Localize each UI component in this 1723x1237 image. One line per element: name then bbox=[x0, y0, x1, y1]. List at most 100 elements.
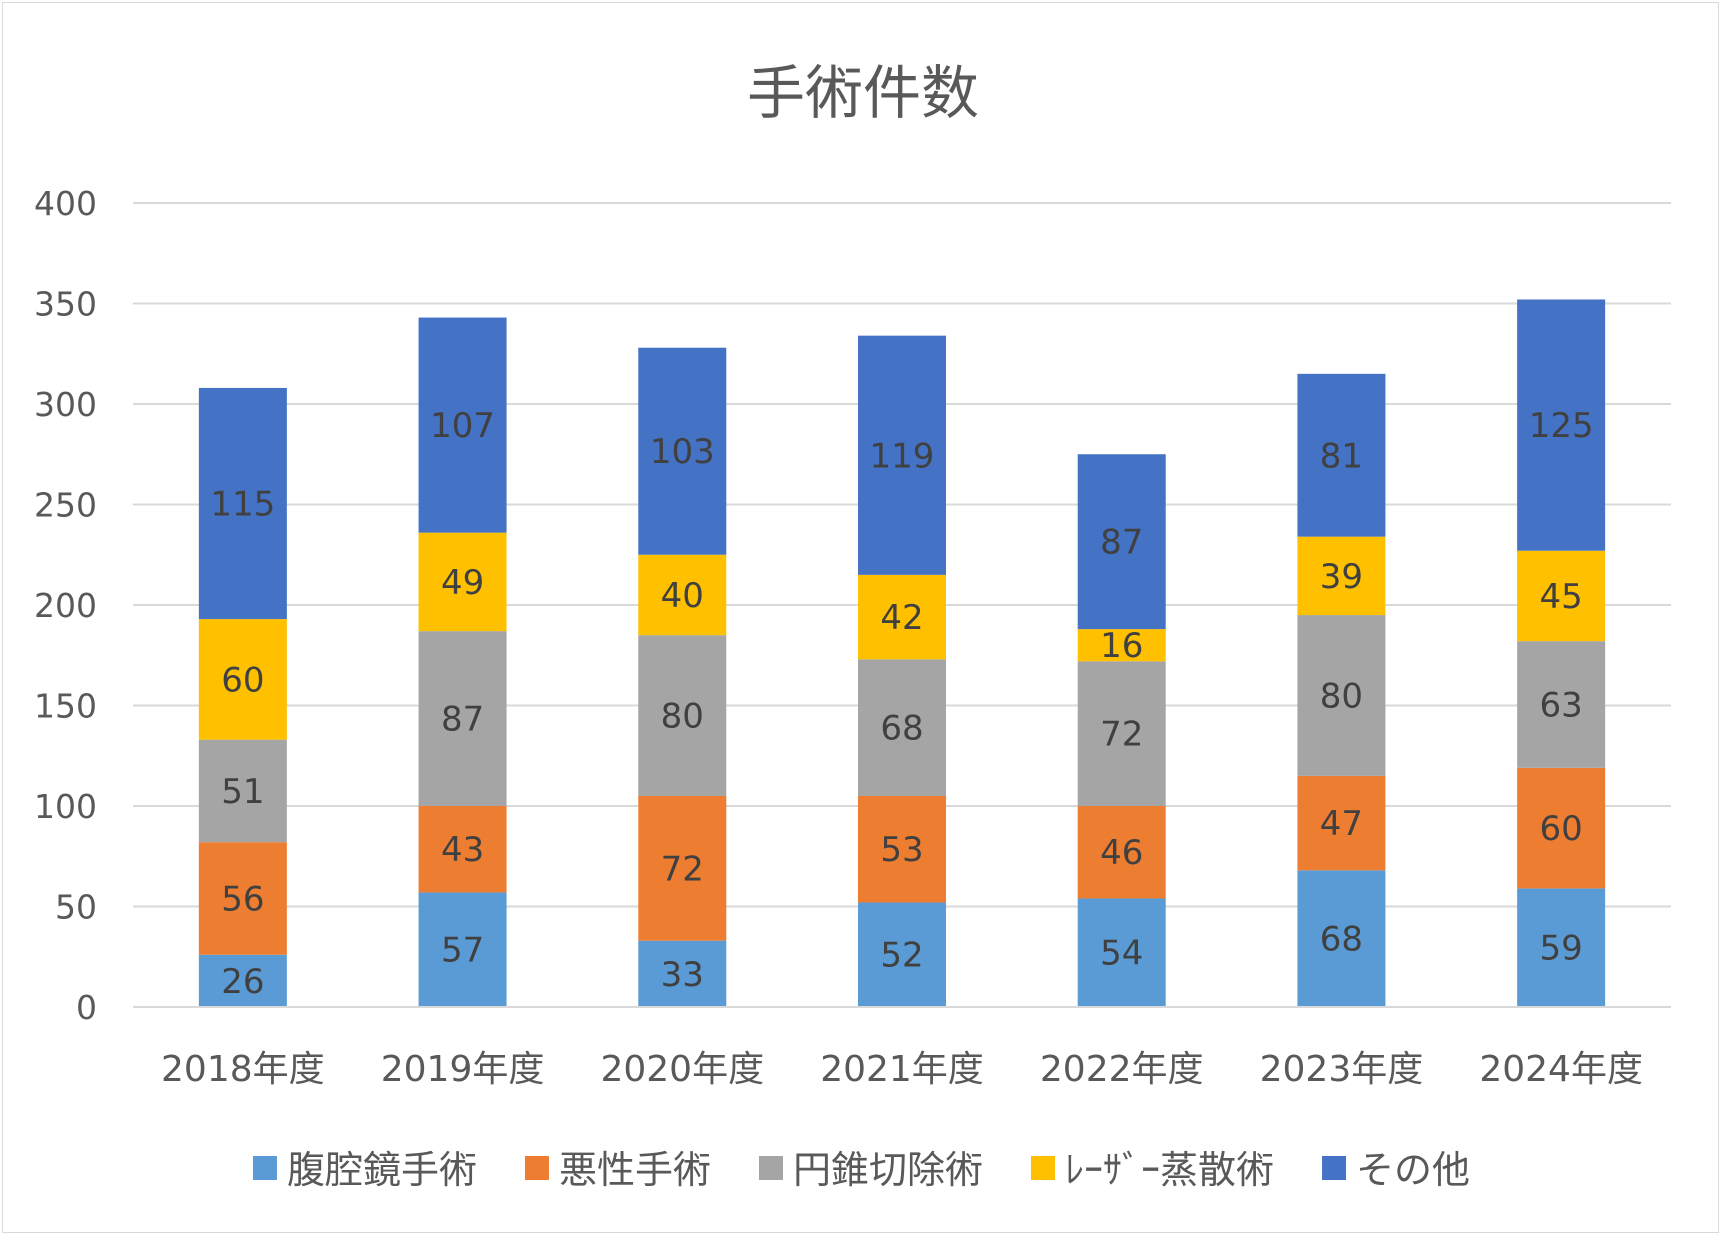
bar-segment bbox=[418, 892, 507, 1007]
y-tick-label: 200 bbox=[34, 586, 97, 625]
legend-swatch bbox=[252, 1156, 277, 1180]
y-tick-label: 100 bbox=[34, 787, 97, 826]
data-label: 40 bbox=[661, 576, 704, 616]
data-label: 53 bbox=[880, 830, 923, 870]
data-label: 45 bbox=[1540, 577, 1583, 617]
data-label: 72 bbox=[661, 849, 704, 889]
bar-segment bbox=[1297, 373, 1386, 537]
legend: 腹腔鏡手術 悪性手術 円錐切除術 ﾚｰｻﾞｰ蒸散術 その他 bbox=[252, 1148, 1470, 1192]
data-labels: 26 56 51 60 115 57 43 87 49 107 33 72 80 40 103 52 53 68 4… bbox=[210, 406, 1593, 1002]
x-tick-label: 2021年度 bbox=[820, 1049, 984, 1090]
bar-segment bbox=[858, 795, 946, 903]
bar-segment bbox=[638, 635, 727, 796]
data-label: 115 bbox=[210, 484, 275, 524]
data-label: 87 bbox=[441, 700, 484, 740]
bar-segment bbox=[198, 619, 287, 740]
data-label: 47 bbox=[1320, 804, 1363, 844]
data-label: 60 bbox=[1540, 809, 1583, 849]
bar-segment bbox=[1517, 299, 1606, 551]
bar-segment bbox=[418, 532, 507, 632]
x-tick-label: 2022年度 bbox=[1040, 1049, 1204, 1090]
data-label: 42 bbox=[880, 598, 923, 638]
bar-segment bbox=[198, 387, 287, 620]
legend-swatch bbox=[1031, 1156, 1056, 1180]
legend-swatch bbox=[758, 1156, 783, 1180]
legend-item: 腹腔鏡手術 bbox=[252, 1148, 477, 1192]
data-label: 54 bbox=[1100, 934, 1143, 974]
x-axis: 2018年度 2019年度 2020年度 2021年度 2022年度 2023年度 2024… bbox=[133, 1006, 1671, 1090]
data-label: 49 bbox=[441, 563, 484, 603]
data-label: 56 bbox=[221, 879, 264, 919]
y-tick-label: 50 bbox=[55, 888, 97, 927]
bar-segment bbox=[858, 902, 946, 1007]
data-label: 119 bbox=[870, 436, 935, 476]
y-tick-label: 250 bbox=[34, 486, 97, 525]
bar-segment bbox=[1297, 775, 1386, 871]
bar-segment bbox=[418, 631, 507, 806]
bar-segment bbox=[638, 347, 727, 555]
legend-swatch bbox=[1322, 1156, 1347, 1180]
x-tick-label: 2018年度 bbox=[161, 1049, 325, 1090]
data-label: 51 bbox=[221, 772, 264, 812]
data-label: 46 bbox=[1100, 833, 1143, 873]
legend-label: ﾚｰｻﾞｰ蒸散術 bbox=[1065, 1148, 1274, 1192]
data-label: 57 bbox=[441, 931, 484, 971]
data-label: 33 bbox=[661, 955, 704, 995]
bar-segment bbox=[858, 659, 946, 796]
x-tick-label: 2023年度 bbox=[1260, 1049, 1424, 1090]
data-label: 59 bbox=[1540, 929, 1583, 969]
data-label: 81 bbox=[1320, 436, 1363, 476]
data-label: 16 bbox=[1100, 626, 1143, 666]
chart-title: 手術件数 bbox=[747, 59, 979, 127]
y-tick-label: 350 bbox=[34, 285, 97, 324]
bar-segment bbox=[418, 317, 507, 533]
bar-segment bbox=[638, 554, 727, 636]
bar-segment bbox=[1297, 615, 1386, 776]
y-tick-label: 0 bbox=[76, 988, 97, 1027]
bar-segment bbox=[418, 806, 507, 893]
data-label: 60 bbox=[221, 660, 264, 700]
data-label: 26 bbox=[221, 962, 264, 1002]
bar-segment bbox=[638, 940, 727, 1007]
data-label: 68 bbox=[880, 709, 923, 749]
bar-segment bbox=[1517, 550, 1606, 642]
y-axis: 0 50 100 150 200 250 300 350 400 bbox=[34, 184, 97, 1027]
bar-segment bbox=[1297, 870, 1386, 1007]
data-label: 125 bbox=[1529, 406, 1594, 446]
bar-segment bbox=[1517, 888, 1606, 1007]
bar-segment bbox=[198, 739, 287, 843]
stacked-bar-chart: 手術件数 0 50 100 150 200 250 300 350 400 26 56 51 60 11… bbox=[34, 59, 1671, 1192]
bar-segment bbox=[1077, 898, 1166, 1007]
legend-label: その他 bbox=[1356, 1148, 1470, 1192]
legend-label: 腹腔鏡手術 bbox=[287, 1148, 477, 1192]
bar-segment bbox=[1077, 454, 1166, 630]
bar-segment bbox=[1517, 767, 1606, 889]
legend-item: その他 bbox=[1322, 1148, 1470, 1192]
legend-swatch bbox=[524, 1156, 549, 1180]
bar-segment bbox=[638, 795, 727, 941]
data-label: 80 bbox=[1320, 676, 1363, 716]
data-label: 52 bbox=[880, 936, 923, 976]
bar-segment bbox=[1077, 661, 1166, 806]
x-tick-label: 2020年度 bbox=[600, 1049, 764, 1090]
legend-item: 円錐切除術 bbox=[758, 1148, 983, 1192]
y-tick-label: 400 bbox=[34, 184, 97, 223]
data-label: 43 bbox=[441, 830, 484, 870]
bar-segment bbox=[1517, 641, 1606, 768]
legend-item: ﾚｰｻﾞｰ蒸散術 bbox=[1031, 1148, 1274, 1192]
data-label: 63 bbox=[1540, 685, 1583, 725]
legend-label: 悪性手術 bbox=[559, 1148, 711, 1192]
data-label: 80 bbox=[661, 697, 704, 737]
bars bbox=[198, 299, 1606, 1007]
data-label: 68 bbox=[1320, 920, 1363, 960]
legend-item: 悪性手術 bbox=[524, 1148, 711, 1192]
bar-segment bbox=[1077, 806, 1166, 899]
x-tick-label: 2019年度 bbox=[381, 1049, 545, 1090]
bar-segment bbox=[858, 335, 946, 575]
data-label: 87 bbox=[1100, 523, 1143, 563]
data-label: 103 bbox=[650, 432, 715, 472]
data-label: 39 bbox=[1320, 557, 1363, 597]
bar-segment bbox=[198, 954, 287, 1007]
y-tick-label: 300 bbox=[34, 385, 97, 424]
